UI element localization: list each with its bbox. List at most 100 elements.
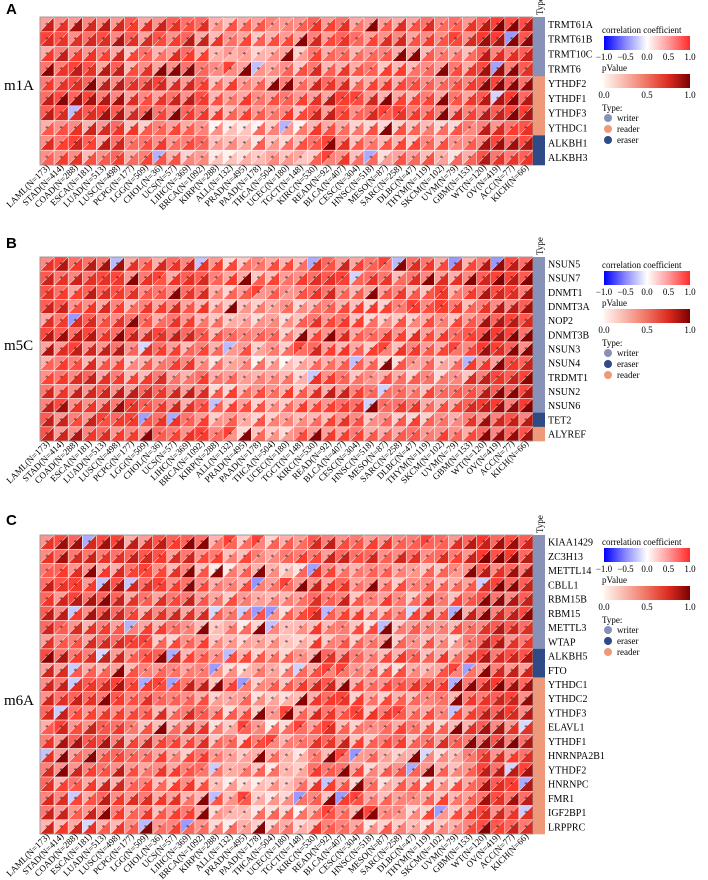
significance-star: *: [482, 36, 486, 44]
significance-star: *: [383, 318, 387, 326]
heatmap-cell: *: [264, 662, 281, 678]
significance-star: *: [88, 36, 92, 44]
heatmap-cell: *: [461, 369, 478, 385]
gene-label: NSUN6: [548, 401, 580, 412]
heatmap-cell: *: [152, 747, 168, 764]
type-bar-cell: [533, 17, 545, 33]
significance-star: *: [116, 582, 120, 590]
significance-star: *: [341, 781, 345, 789]
heatmap-cell: *: [490, 534, 506, 550]
heatmap-cell: *: [138, 16, 154, 33]
significance-star: *: [59, 51, 63, 59]
significance-star: *: [116, 318, 120, 326]
heatmap-cell: *: [405, 45, 421, 63]
heatmap-cell: *: [166, 548, 182, 565]
type-legend-label: eraser: [617, 359, 638, 369]
significance-star: *: [214, 696, 218, 704]
heatmap-cell: *: [363, 691, 379, 707]
significance-star: *: [214, 795, 218, 803]
significance-star: *: [242, 610, 246, 618]
heatmap-cell: *: [518, 90, 534, 107]
significance-star: *: [186, 795, 190, 803]
heatmap-cell: *: [377, 648, 393, 664]
heatmap-cell: *: [67, 45, 83, 63]
heatmap-cell: *: [461, 691, 478, 707]
significance-star: *: [468, 539, 472, 547]
heatmap-cell: *: [504, 747, 520, 764]
heatmap-cell: *: [391, 790, 407, 807]
heatmap-cell: *: [504, 804, 520, 821]
significance-star: *: [228, 810, 232, 818]
gene-label: METTL3: [548, 623, 586, 634]
significance-star: *: [73, 110, 77, 118]
significance-star: *: [59, 36, 63, 44]
significance-star: *: [285, 81, 289, 89]
significance-star: *: [313, 140, 317, 148]
type-legend-label: reader: [617, 124, 639, 134]
heatmap-cell: *: [363, 90, 379, 107]
heatmap-cell: *: [152, 691, 168, 707]
heatmap-cell: *: [433, 747, 450, 764]
heatmap-cell: *: [250, 733, 266, 750]
heatmap-cell: *: [363, 256, 379, 272]
significance-star: *: [383, 781, 387, 789]
significance-star: *: [271, 95, 275, 103]
heatmap-cell: *: [236, 534, 252, 550]
significance-star: *: [383, 682, 387, 690]
legend-type-title: Type:: [602, 615, 622, 625]
significance-star: *: [172, 51, 176, 59]
heatmap-cell: *: [109, 548, 126, 565]
heatmap-cell: *: [433, 134, 450, 151]
heatmap-cell: *: [490, 426, 506, 442]
heatmap-cell: *: [236, 790, 252, 807]
significance-star: *: [496, 110, 500, 118]
heatmap-cell: *: [53, 31, 69, 48]
significance-star: *: [73, 21, 77, 29]
significance-star: *: [45, 539, 49, 547]
heatmap-cell: *: [250, 705, 266, 721]
significance-star: *: [242, 431, 246, 439]
heatmap-cell: *: [123, 119, 140, 137]
significance-star: *: [327, 667, 331, 675]
significance-star: *: [214, 403, 218, 411]
heatmap-cell: *: [405, 355, 421, 371]
heatmap-cell: *: [321, 355, 337, 371]
gene-label: ALKBH1: [548, 138, 587, 149]
significance-star: *: [397, 738, 401, 746]
significance-star: *: [397, 653, 401, 661]
significance-star: *: [524, 360, 528, 368]
significance-star: *: [383, 332, 387, 340]
significance-star: *: [468, 553, 472, 561]
heatmap-cell: *: [250, 397, 266, 414]
heatmap-cell: *: [391, 747, 407, 764]
significance-star: *: [172, 781, 176, 789]
significance-star: *: [144, 781, 148, 789]
heatmap-cell: *: [363, 634, 379, 650]
significance-star: *: [440, 21, 444, 29]
significance-star: *: [59, 625, 63, 633]
significance-star: *: [144, 753, 148, 761]
significance-star: *: [440, 403, 444, 411]
heatmap-cell: *: [67, 662, 83, 678]
gene-label: METTL14: [548, 566, 591, 577]
heatmap-cell: *: [349, 534, 365, 550]
significance-star: *: [341, 568, 345, 576]
heatmap-cell: *: [461, 562, 478, 579]
heatmap-cell: *: [152, 634, 168, 650]
heatmap-cell: *: [109, 534, 126, 550]
type-bar-cell: [533, 150, 545, 166]
heatmap-cell: *: [377, 284, 393, 301]
heatmap-cell: *: [95, 605, 112, 622]
significance-star: *: [116, 610, 120, 618]
significance-star: *: [299, 710, 303, 718]
heatmap-cell: *: [518, 790, 534, 807]
heatmap-cell: *: [476, 16, 492, 33]
significance-star: *: [341, 696, 345, 704]
significance-star: *: [341, 81, 345, 89]
significance-star: *: [257, 795, 261, 803]
significance-star: *: [214, 610, 218, 618]
significance-star: *: [214, 582, 218, 590]
heatmap-cell: *: [138, 31, 154, 48]
gene-label: RBM15B: [548, 595, 587, 606]
significance-star: *: [468, 767, 472, 775]
